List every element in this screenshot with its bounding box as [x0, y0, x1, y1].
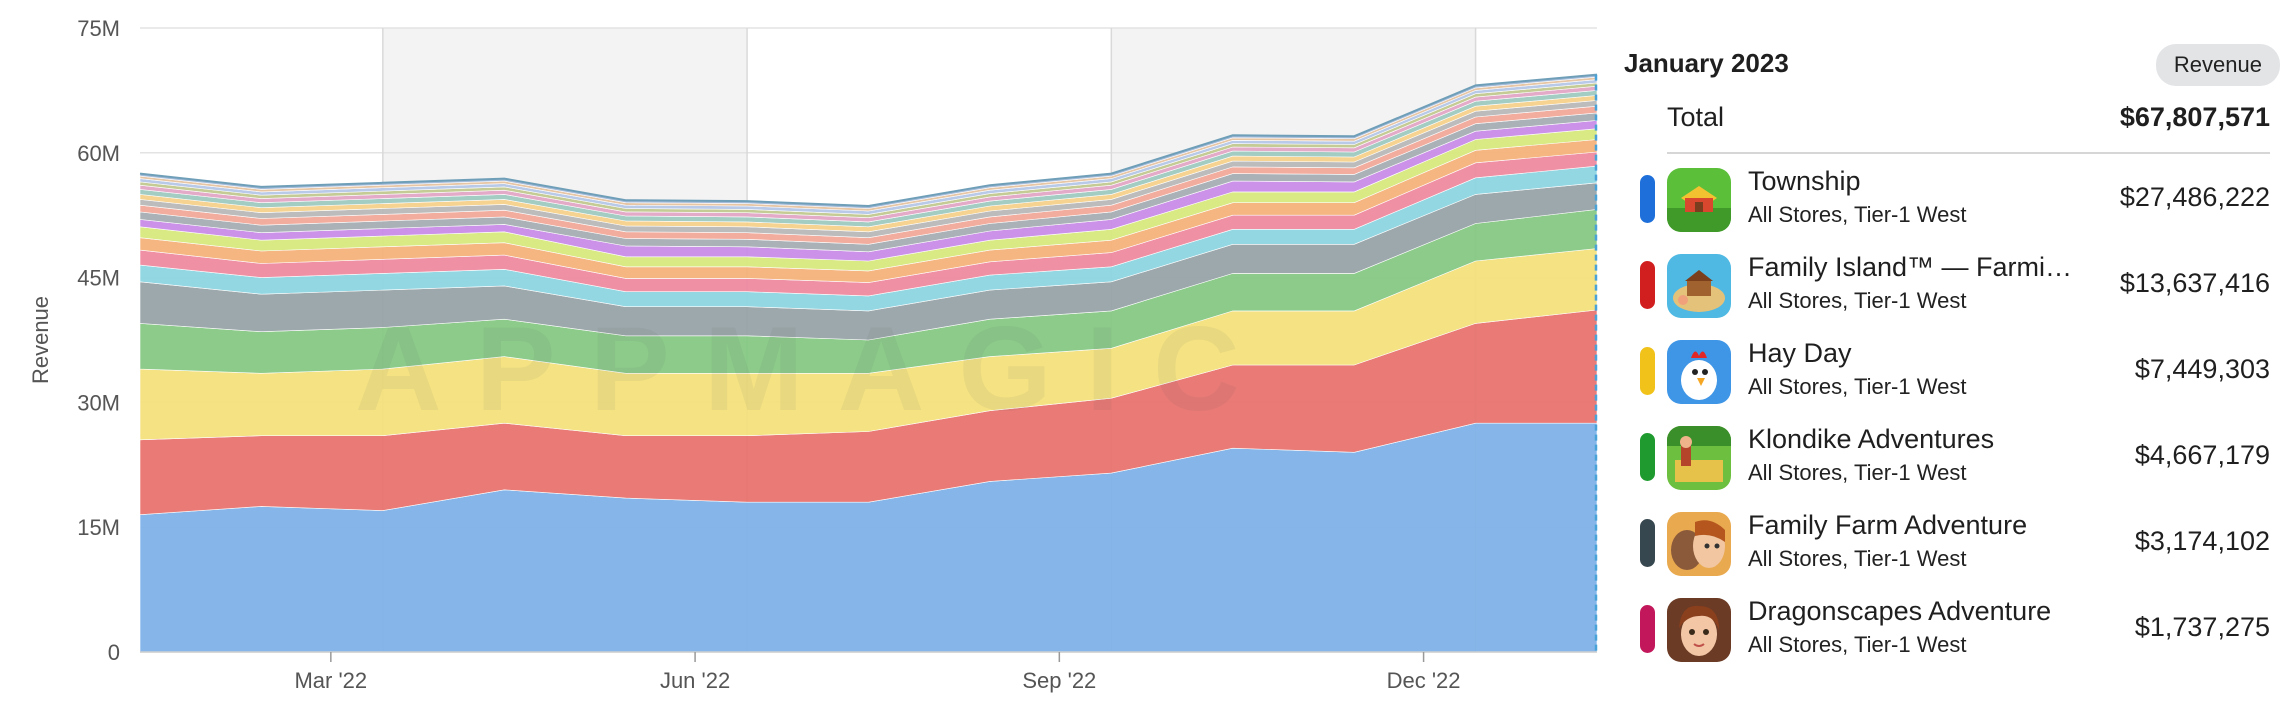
- y-tick-label: 30M: [77, 390, 120, 415]
- app-revenue: $1,737,275: [2134, 612, 2270, 642]
- app-revenue: $3,174,102: [2134, 526, 2270, 556]
- legend-item-hay-day[interactable]: Hay Day All Stores, Tier-1 West $7,449,3…: [1622, 326, 2270, 412]
- app-revenue: $27,486,222: [2119, 182, 2270, 212]
- legend-item-dragonscapes[interactable]: Dragonscapes Adventure All Stores, Tier-…: [1622, 584, 2270, 670]
- y-tick-label: 0: [108, 640, 120, 665]
- app-name: Klondike Adventures: [1748, 424, 1995, 454]
- app-store-filter: All Stores, Tier-1 West: [1748, 632, 1967, 657]
- total-label: Total: [1667, 102, 1725, 132]
- app-revenue: $4,667,179: [2134, 440, 2270, 470]
- app-name: Family Island™ — Farming game: [1748, 252, 2078, 282]
- dragonscapes-icon: [1667, 598, 1731, 662]
- y-tick-label: 75M: [77, 16, 120, 41]
- series-swatch: [1640, 605, 1655, 653]
- klondike-icon: [1667, 426, 1731, 490]
- legend-item-family-island[interactable]: Family Island™ — Farming game All Stores…: [1622, 240, 2270, 326]
- app-store-filter: All Stores, Tier-1 West: [1748, 460, 1967, 485]
- series-swatch: [1640, 261, 1655, 309]
- x-tick-label: Jun '22: [660, 668, 730, 693]
- township-icon: [1667, 168, 1731, 232]
- app-name: Family Farm Adventure: [1748, 510, 2028, 540]
- legend-item-township[interactable]: Township All Stores, Tier-1 West $27,486…: [1622, 154, 2270, 240]
- stacked-area-chart: 0 15M 30M 45M 60M 75M Mar '22 Jun '22 Sep '22 De…: [28, 16, 1598, 693]
- legend-date: January 2023: [1624, 48, 1789, 78]
- app-store-filter: All Stores, Tier-1 West: [1748, 202, 1967, 227]
- x-tick-label: Mar '22: [294, 668, 367, 693]
- total-value: $67,807,571: [2119, 102, 2270, 132]
- legend-item-family-farm[interactable]: Family Farm Adventure All Stores, Tier-1…: [1622, 498, 2270, 584]
- app-name: Dragonscapes Adventure: [1748, 596, 2052, 626]
- app-revenue: $7,449,303: [2134, 354, 2270, 384]
- app-name: Hay Day: [1748, 338, 1852, 368]
- metric-toggle-button[interactable]: Revenue: [2155, 44, 2280, 86]
- y-tick-label: 45M: [77, 266, 120, 291]
- hay-day-icon: [1667, 340, 1731, 404]
- x-tick-label: Dec '22: [1387, 668, 1461, 693]
- app-name: Township: [1748, 166, 1861, 196]
- app-store-filter: All Stores, Tier-1 West: [1748, 546, 1967, 571]
- series-swatch: [1640, 175, 1655, 223]
- app-store-filter: All Stores, Tier-1 West: [1748, 288, 1967, 313]
- legend-panel: January 2023 Revenue Total $67,807,571 T…: [1622, 40, 2280, 670]
- area-series[interactable]: [139, 73, 1598, 653]
- y-tick-label: 60M: [77, 141, 120, 166]
- y-tick-label: 15M: [77, 515, 120, 540]
- family-farm-icon: [1667, 512, 1731, 576]
- x-axis-ticks: Mar '22 Jun '22 Sep '22 Dec '22: [140, 651, 1597, 693]
- family-island-icon: [1667, 254, 1731, 318]
- total-row: Total $67,807,571: [1667, 90, 2270, 154]
- stack-top-line: [139, 73, 1598, 208]
- app-store-filter: All Stores, Tier-1 West: [1748, 374, 1967, 399]
- series-swatch: [1640, 347, 1655, 395]
- y-axis-ticks: 0 15M 30M 45M 60M 75M: [77, 16, 120, 665]
- y-axis-label: Revenue: [28, 296, 53, 384]
- app-revenue: $13,637,416: [2119, 268, 2270, 298]
- x-tick-label: Sep '22: [1022, 668, 1096, 693]
- legend-item-klondike[interactable]: Klondike Adventures All Stores, Tier-1 W…: [1622, 412, 2270, 498]
- series-swatch: [1640, 433, 1655, 481]
- series-swatch: [1640, 519, 1655, 567]
